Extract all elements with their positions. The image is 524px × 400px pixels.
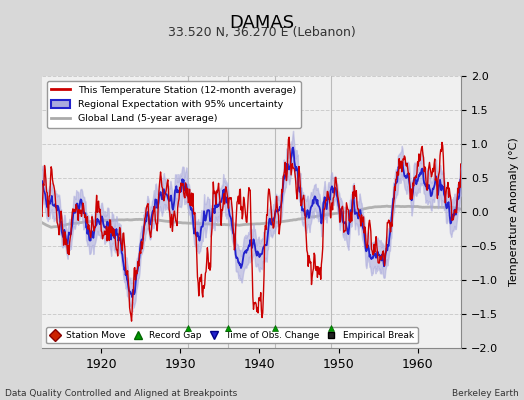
Legend: Station Move, Record Gap, Time of Obs. Change, Empirical Break: Station Move, Record Gap, Time of Obs. C… (47, 327, 418, 344)
Text: Data Quality Controlled and Aligned at Breakpoints: Data Quality Controlled and Aligned at B… (5, 389, 237, 398)
Text: Berkeley Earth: Berkeley Earth (452, 389, 519, 398)
Text: DAMAS: DAMAS (230, 14, 294, 32)
Text: 33.520 N, 36.270 E (Lebanon): 33.520 N, 36.270 E (Lebanon) (168, 26, 356, 39)
Y-axis label: Temperature Anomaly (°C): Temperature Anomaly (°C) (509, 138, 519, 286)
